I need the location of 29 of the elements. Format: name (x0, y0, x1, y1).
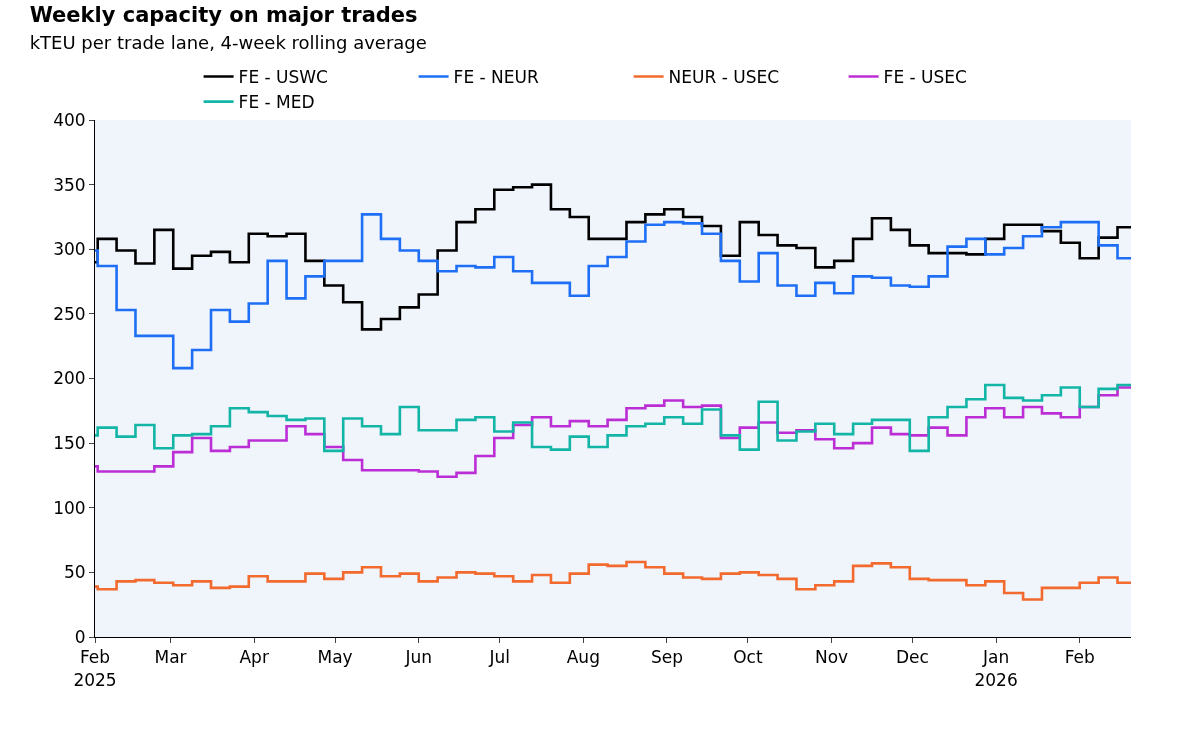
legend-label: FE - MED (238, 92, 315, 113)
x-tick-label: Nov (814, 647, 849, 668)
y-tick-label: 350 (53, 174, 86, 195)
y-tick-label: 150 (53, 433, 86, 454)
x-tick-label: Aug (566, 647, 600, 668)
x-tick-label: Feb (1064, 647, 1095, 668)
x-tick-label: Mar (154, 647, 187, 668)
y-tick-label: 300 (53, 239, 86, 260)
y-tick-label: 250 (53, 303, 86, 324)
x-tick-label: Dec (896, 647, 929, 668)
x-tick-label: Feb 2025 (73, 647, 117, 690)
x-tick-label: Apr (239, 647, 269, 668)
y-tick-label: 400 (53, 109, 86, 130)
y-tick-label: 100 (53, 497, 86, 518)
chart-subtitle: kTEU per trade lane, 4-week rolling average (29, 32, 427, 54)
legend-label: NEUR - USEC (668, 67, 780, 88)
legend-label: FE - NEUR (453, 67, 539, 88)
x-tick-label: May (317, 647, 353, 668)
legend-label: FE - USEC (883, 67, 967, 88)
y-tick-label: 50 (63, 562, 86, 583)
x-tick-label: Sep (650, 647, 683, 668)
x-tick-label: Jun (404, 647, 433, 668)
x-tick-label: Jul (488, 647, 510, 668)
legend-label: FE - USWC (238, 67, 328, 88)
x-tick-label: Oct (733, 647, 763, 668)
y-tick-label: 0 (74, 626, 86, 647)
x-tick-label: Jan 2026 (974, 647, 1018, 690)
chart-title: Weekly capacity on major trades (29, 2, 418, 27)
y-tick-label: 200 (53, 368, 86, 389)
